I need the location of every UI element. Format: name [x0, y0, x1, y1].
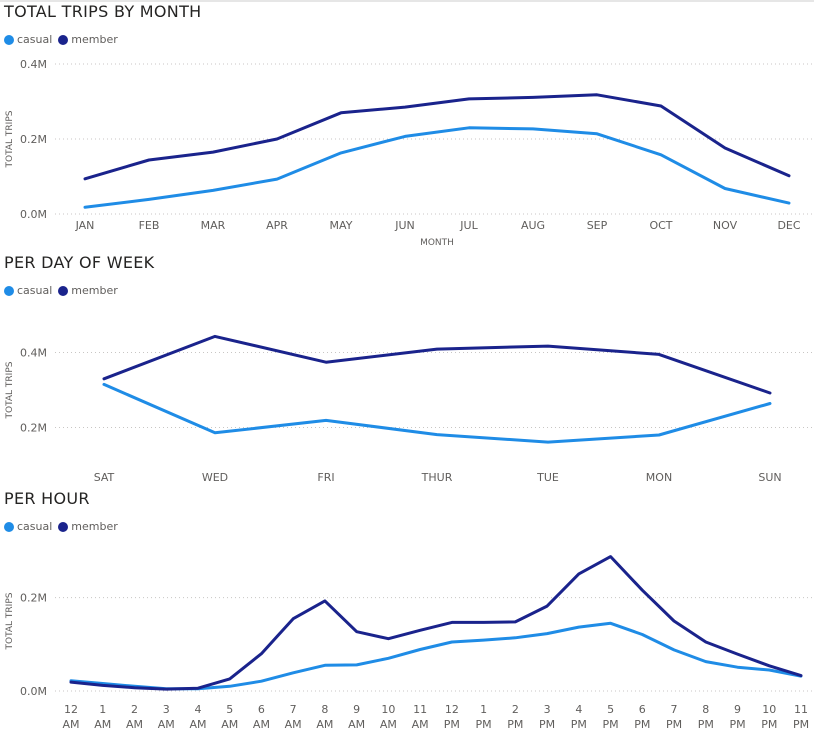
x-tick-label: 6 AM	[253, 703, 270, 731]
x-tick-label: AUG	[521, 219, 545, 232]
chart-legend[interactable]: casual member	[4, 520, 124, 533]
chart-title: TOTAL TRIPS BY MONTH	[4, 2, 202, 21]
month-chart-plot[interactable]: 0.0M 0.2M 0.4M TOTAL TRIPS JAN FEB MAR APR MAY JU…	[0, 2, 814, 252]
legend-item-casual[interactable]: casual	[4, 284, 52, 297]
x-tick-label: 10 PM	[761, 703, 777, 731]
x-tick-label: 3 AM	[158, 703, 175, 731]
chart-legend[interactable]: casual member	[4, 33, 124, 46]
x-tick-label: 9 AM	[348, 703, 365, 731]
x-tick-label: 2 PM	[507, 703, 523, 731]
x-tick-label: MAR	[201, 219, 226, 232]
legend-dot-casual	[4, 285, 14, 296]
chart-title: PER DAY OF WEEK	[4, 253, 155, 272]
legend-label-member: member	[71, 520, 118, 533]
legend-label-member: member	[71, 284, 118, 297]
y-tick-label: 0.4M	[20, 58, 47, 71]
x-tick-label: WED	[202, 471, 228, 484]
top-border	[0, 0, 814, 2]
x-tick-label: 7 PM	[666, 703, 682, 731]
series-line-casual[interactable]	[102, 382, 772, 444]
legend-dot-member	[58, 521, 69, 532]
x-tick-label: 4 PM	[571, 703, 587, 731]
x-tick-label: 10 AM	[380, 703, 397, 731]
chart-panel-month: TOTAL TRIPS BY MONTH casual member 0.0M 0…	[0, 2, 814, 252]
y-tick-label: 0.2M	[20, 592, 47, 605]
x-tick-label: 1 AM	[94, 703, 111, 731]
chart-title: PER HOUR	[4, 489, 90, 508]
x-tick-label: DEC	[777, 219, 800, 232]
legend-item-member[interactable]: member	[58, 33, 118, 46]
legend-item-casual[interactable]: casual	[4, 33, 52, 46]
x-tick-label: THUR	[421, 471, 453, 484]
x-tick-label: OCT	[649, 219, 672, 232]
x-tick-label: 5 AM	[221, 703, 238, 731]
x-tick-label: SAT	[94, 471, 115, 484]
x-tick-label: JAN	[75, 219, 95, 232]
legend-dot-member	[58, 285, 69, 296]
day-of-week-chart-plot[interactable]: 0.2M 0.4M TOTAL TRIPS SAT WED FRI THUR TUE MON SU…	[0, 253, 814, 488]
x-tick-label: 7 AM	[285, 703, 302, 731]
x-tick-label: SUN	[758, 471, 781, 484]
legend-item-member[interactable]: member	[58, 284, 118, 297]
y-axis-label: TOTAL TRIPS	[5, 110, 15, 168]
legend-label-casual: casual	[17, 284, 53, 297]
chart-legend[interactable]: casual member	[4, 284, 124, 297]
x-tick-label: TUE	[536, 471, 559, 484]
y-tick-label: 0.2M	[20, 133, 47, 146]
legend-dot-casual	[4, 34, 14, 45]
legend-dot-casual	[4, 521, 14, 532]
chart-panel-day-of-week: PER DAY OF WEEK casual member 0.2M 0.4M TO…	[0, 253, 814, 488]
y-axis-label: TOTAL TRIPS	[5, 361, 15, 419]
series-line-member[interactable]	[102, 334, 772, 395]
legend-dot-member	[58, 34, 69, 45]
x-tick-label: APR	[266, 219, 288, 232]
x-tick-label: 11 PM	[793, 703, 809, 731]
x-tick-label: SEP	[587, 219, 608, 232]
hour-chart-plot[interactable]: 0.0M 0.2M TOTAL TRIPS 12 AM 1 AM 2 AM 3 AM 4 AM 5 AM 6 A…	[0, 489, 814, 740]
x-tick-label: 12 PM	[444, 703, 460, 731]
x-tick-label: 6 PM	[634, 703, 650, 731]
x-tick-label: NOV	[713, 219, 738, 232]
x-tick-label: 11 AM	[412, 703, 429, 731]
y-axis-label: TOTAL TRIPS	[5, 592, 15, 650]
x-tick-label: 8 AM	[316, 703, 333, 731]
x-tick-label: 12 AM	[62, 703, 79, 731]
x-tick-label: 9 PM	[729, 703, 745, 731]
series-line-casual[interactable]	[83, 126, 791, 209]
y-tick-label: 0.4M	[20, 347, 47, 360]
legend-label-casual: casual	[17, 33, 53, 46]
series-line-member[interactable]	[83, 93, 791, 181]
y-tick-label: 0.0M	[20, 685, 47, 698]
x-tick-label: FRI	[317, 471, 334, 484]
x-tick-label: 4 AM	[189, 703, 206, 731]
legend-item-member[interactable]: member	[58, 520, 118, 533]
x-tick-label: 1 PM	[476, 703, 492, 731]
chart-panel-hour: PER HOUR casual member 0.0M 0.2M TOTAL TRI…	[0, 489, 814, 740]
x-tick-label: 2 AM	[126, 703, 143, 731]
y-tick-label: 0.2M	[20, 422, 47, 435]
x-axis-label: MONTH	[420, 238, 454, 248]
x-tick-label: MAY	[330, 219, 353, 232]
x-tick-label: 5 PM	[603, 703, 619, 731]
series-line-member[interactable]	[69, 555, 803, 691]
x-tick-label: MON	[646, 471, 672, 484]
x-tick-label: JUN	[394, 219, 415, 232]
legend-label-casual: casual	[17, 520, 53, 533]
x-tick-label: 8 PM	[698, 703, 714, 731]
legend-label-member: member	[71, 33, 118, 46]
legend-item-casual[interactable]: casual	[4, 520, 52, 533]
x-tick-label: 3 PM	[539, 703, 555, 731]
y-tick-label: 0.0M	[20, 208, 47, 221]
x-tick-label: JUL	[459, 219, 478, 232]
x-tick-label: FEB	[139, 219, 160, 232]
